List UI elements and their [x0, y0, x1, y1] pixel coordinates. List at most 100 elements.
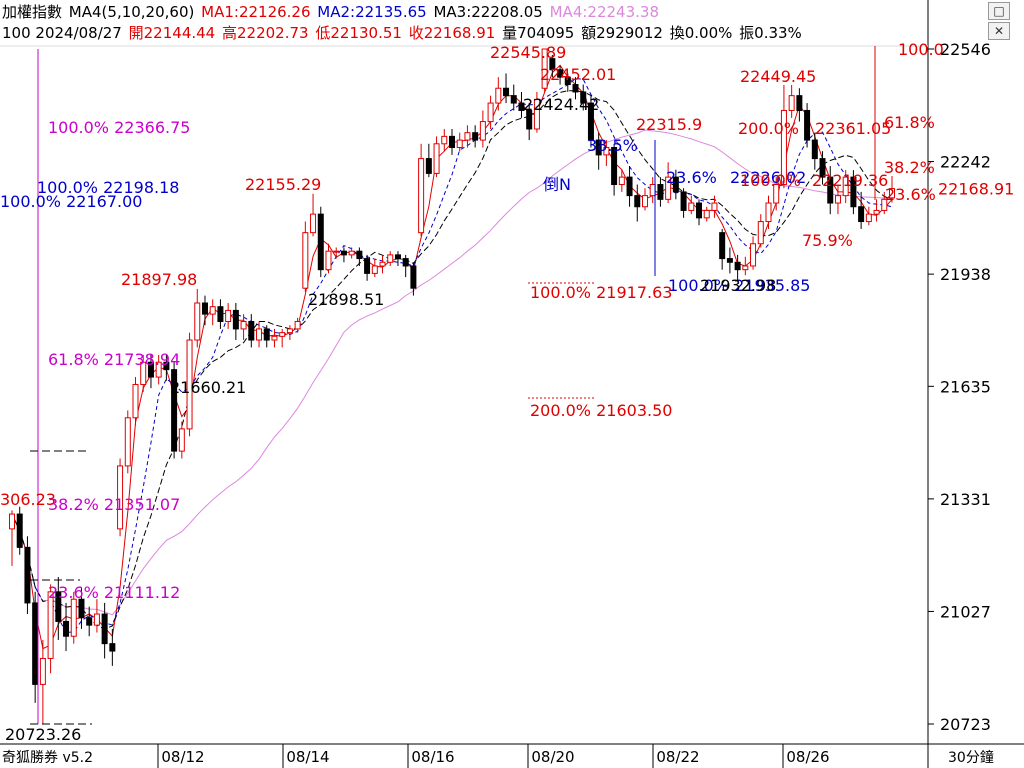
annotation-label: 21932.98 — [700, 276, 776, 295]
candle — [232, 303, 239, 341]
annotation-label: 100.0% — [740, 171, 801, 190]
annotation-label: 22449.45 — [740, 67, 816, 86]
turnover-value: 換0.00% — [669, 24, 733, 42]
candle — [449, 128, 455, 155]
annotation-label: 75.9% — [802, 231, 853, 250]
annotation-label: 200.0% — [738, 119, 799, 138]
candle — [526, 103, 533, 141]
ma2-line — [11, 78, 893, 634]
candle — [209, 299, 216, 326]
candle — [147, 354, 154, 389]
candle — [881, 191, 888, 215]
candle — [703, 206, 710, 222]
candle — [302, 221, 309, 292]
close-icon[interactable]: ✕ — [988, 22, 1010, 40]
candle — [387, 251, 394, 266]
candle — [503, 73, 510, 104]
candle — [418, 143, 425, 237]
candle — [680, 188, 687, 218]
candle — [109, 628, 116, 666]
annotation-label: 22315.9 — [636, 115, 702, 134]
annotation-label: 100.0% 21935.85 — [668, 276, 810, 295]
y-tick-label: 21027 — [940, 602, 991, 621]
annotation-label: 306.23 — [0, 490, 56, 509]
candle — [225, 303, 232, 329]
candle — [634, 184, 641, 222]
y-tick-label: 22242 — [940, 153, 991, 172]
close-value: 收22168.91 — [408, 24, 496, 42]
candle — [688, 195, 695, 215]
candle — [286, 325, 293, 341]
candle — [256, 321, 263, 348]
candle — [186, 332, 193, 437]
ma2-value: MA2:22135.65 — [317, 3, 427, 21]
brand-label: 奇狐勝券 v5.2 — [2, 750, 93, 766]
candle — [719, 228, 726, 270]
open-value: 開22144.44 — [128, 24, 216, 42]
period-label[interactable]: 30分鐘 — [948, 750, 994, 766]
annotation-label: 100.0% 22167.00 — [0, 192, 142, 211]
candle — [394, 251, 401, 266]
candle — [464, 125, 471, 148]
annotation-label: 22545.89 — [490, 43, 566, 62]
candle — [487, 95, 494, 129]
annotation-label: 200.0% 21603.50 — [530, 401, 672, 420]
candle — [788, 84, 795, 118]
ma4-value: MA4:22243.38 — [549, 3, 659, 21]
candle — [757, 214, 764, 248]
candle — [371, 258, 378, 278]
candle — [827, 166, 834, 215]
ma3-value: MA3:22208.05 — [433, 3, 543, 21]
candle — [603, 140, 610, 167]
annotation-label: 38.5% — [587, 136, 638, 155]
low-value: 低22130.51 — [315, 24, 402, 42]
candle — [495, 77, 502, 111]
x-date-label: 08/22 — [656, 748, 699, 766]
candle — [425, 143, 432, 178]
annotation-label: 61.8% — [884, 113, 935, 132]
annotation-label: 21897.98 — [121, 270, 197, 289]
square-icon[interactable]: □ — [988, 2, 1010, 20]
annotation-label: 23.6% — [885, 185, 936, 204]
candle — [796, 88, 803, 122]
candle — [858, 191, 865, 229]
candle — [472, 125, 479, 148]
candle — [433, 136, 440, 178]
candle — [804, 103, 811, 148]
candle — [479, 110, 486, 148]
candle — [641, 188, 648, 211]
x-date-label: 08/26 — [786, 748, 829, 766]
annotation-label: 23.6% 21111.12 — [48, 583, 180, 602]
candle — [611, 143, 618, 196]
candle — [873, 199, 880, 222]
candle — [117, 458, 124, 537]
candle — [340, 247, 347, 263]
ma4-line — [11, 129, 893, 616]
candle — [742, 256, 749, 276]
amount-value: 額2929012 — [581, 24, 663, 42]
annotation-label: 22361.05 — [815, 119, 891, 138]
amplitude-value: 振0.33% — [739, 24, 802, 42]
candle — [47, 584, 54, 674]
candle — [819, 151, 826, 185]
candle — [626, 166, 633, 207]
candle — [672, 169, 679, 200]
high-value: 高22202.73 — [222, 24, 309, 42]
y-tick-label: 21938 — [940, 265, 991, 284]
candle — [773, 177, 780, 211]
candle — [63, 602, 70, 652]
candle — [171, 362, 178, 459]
candle — [441, 128, 448, 152]
annotation-label: 23.6% — [666, 168, 717, 187]
annotation-label: 21660.21 — [170, 378, 246, 397]
candle — [78, 588, 85, 629]
annotation-label: 22155.29 — [245, 175, 321, 194]
candle — [93, 599, 100, 633]
y-tick-label: 21635 — [940, 377, 991, 396]
candle — [734, 254, 741, 281]
candle — [194, 288, 201, 348]
candle — [178, 421, 185, 459]
candle — [86, 606, 93, 637]
candle — [765, 195, 772, 229]
